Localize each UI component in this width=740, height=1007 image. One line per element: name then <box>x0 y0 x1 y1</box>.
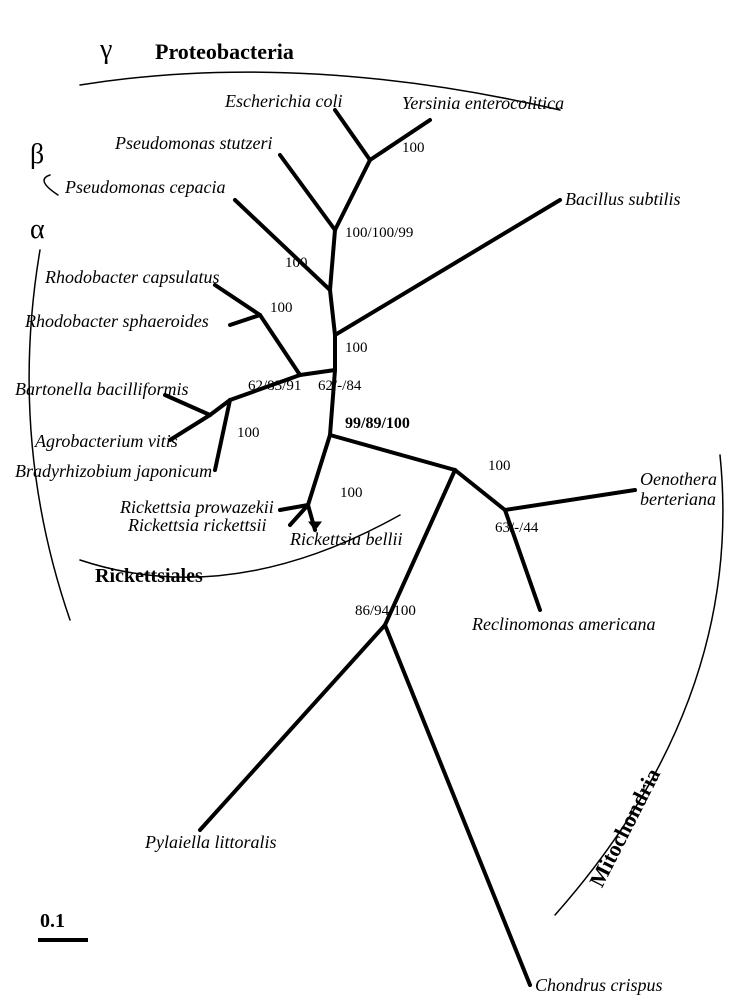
taxon-oberteriana1: Oenothera <box>640 470 717 490</box>
taxon-ramericana: Reclinomonas americana <box>472 615 655 635</box>
support-mito-deep: 86/94/100 <box>355 603 416 620</box>
taxon-bsubtilis: Bacillus subtilis <box>565 190 681 210</box>
support-rickettsia: 100 <box>340 485 363 502</box>
taxon-rrickettsii: Rickettsia rickettsii <box>128 516 266 536</box>
taxon-ccrispus: Chondrus crispus <box>535 976 663 996</box>
support-ecoli-yersinia: 100 <box>402 140 425 157</box>
support-proteo-top: 100 <box>285 255 308 272</box>
scale-label: 0.1 <box>40 910 65 932</box>
support-oeno-recl: 63/-/44 <box>495 520 538 537</box>
label-proteobacteria: Proteobacteria <box>155 40 294 64</box>
support-alpha1: 62/83/91 <box>248 378 301 395</box>
taxon-yersinia: Yersinia enterocolitica <box>402 94 564 114</box>
taxon-rcapsulatus: Rhodobacter capsulatus <box>45 268 219 288</box>
scale-bar <box>38 938 88 942</box>
taxon-plittoralis: Pylaiella littoralis <box>145 833 277 853</box>
support-center-top: 100 <box>345 340 368 357</box>
taxon-ecoli: Escherichia coli <box>225 92 342 112</box>
taxon-bbacilliformis: Bartonella bacilliformis <box>15 380 189 400</box>
taxon-pstutzeri: Pseudomonas stutzeri <box>115 134 273 154</box>
label-alpha: α <box>30 215 45 246</box>
support-mito-top: 100 <box>488 458 511 475</box>
taxon-rsphaeroides: Rhodobacter sphaeroides <box>25 312 209 332</box>
taxon-pcepacia: Pseudomonas cepacia <box>65 178 225 198</box>
support-pseudo-ecoli: 100/100/99 <box>345 225 413 242</box>
taxon-oberteriana2: berteriana <box>640 490 716 510</box>
support-center-mid: 62/-/84 <box>318 378 361 395</box>
label-gamma: γ <box>100 35 112 66</box>
support-alpha2: 100 <box>237 425 260 442</box>
label-beta: β <box>30 140 44 171</box>
support-bold: 99/89/100 <box>345 415 410 433</box>
taxon-rbellii: Rickettsia bellii <box>290 530 402 550</box>
support-rhodo: 100 <box>270 300 293 317</box>
taxon-bjaponicum: Bradyrhizobium japonicum <box>15 462 212 482</box>
label-rickettsiales: Rickettsiales <box>95 565 203 587</box>
taxon-avitis: Agrobacterium vitis <box>35 432 178 452</box>
